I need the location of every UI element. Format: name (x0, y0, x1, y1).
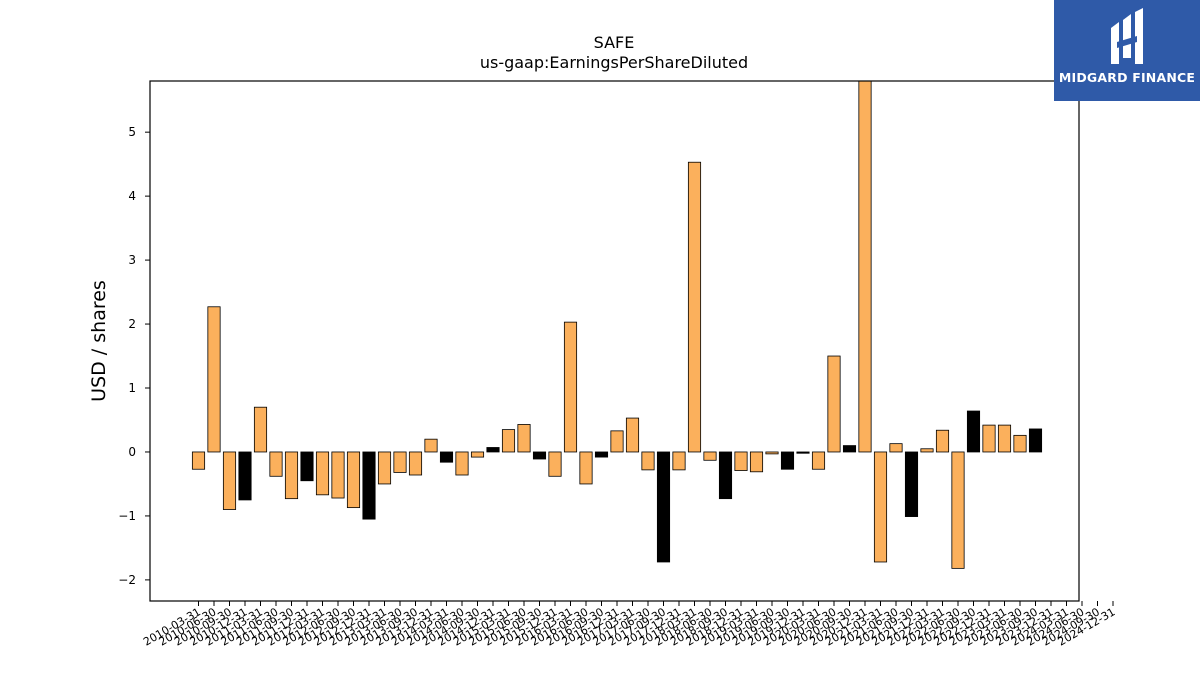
bar (532, 451, 547, 460)
y-tick-label: −1 (118, 509, 136, 523)
y-axis-label: USD / shares (88, 280, 110, 402)
bar (703, 451, 717, 461)
bar (222, 451, 237, 510)
brand-name: MIDGARD FINANCE (1058, 70, 1196, 85)
bar (300, 451, 314, 482)
bar (393, 451, 407, 473)
bar (982, 424, 996, 453)
y-tick-label: 2 (128, 317, 136, 331)
midgard-logo-icon (1111, 8, 1143, 64)
bar (315, 451, 330, 496)
bar (873, 451, 888, 563)
bar (470, 451, 485, 458)
bar (191, 451, 206, 470)
bar (796, 451, 810, 454)
bar (579, 451, 593, 485)
bar (563, 321, 578, 453)
y-tick-label: 0 (128, 445, 136, 459)
bar (594, 451, 609, 458)
bar (904, 451, 919, 517)
bars-layer (191, 80, 1043, 569)
bar (858, 80, 872, 453)
bar (749, 451, 764, 473)
bar (889, 443, 903, 453)
y-tick-label: 4 (128, 189, 136, 203)
y-tick-label: 5 (128, 125, 136, 139)
bar (548, 451, 562, 477)
bar (362, 451, 376, 520)
bar (238, 451, 252, 501)
bar (687, 161, 702, 453)
bar (269, 451, 283, 477)
bar (811, 451, 826, 470)
bar (625, 417, 640, 453)
bar (734, 451, 748, 471)
brand-logo: MIDGARD FINANCE (1054, 0, 1200, 101)
chart-subtitle: us-gaap:EarningsPerShareDiluted (480, 53, 748, 72)
bar (641, 451, 655, 471)
bar (331, 451, 345, 499)
bar (284, 451, 299, 500)
bar (1013, 434, 1027, 453)
bar (610, 430, 624, 453)
bar (253, 406, 268, 453)
y-tick-label: 1 (128, 381, 136, 395)
bar (377, 451, 392, 485)
x-axis-ticks: 2010-03-312010-06-302010-09-302010-12-31… (141, 601, 1118, 649)
bar (455, 451, 469, 476)
bar (501, 429, 516, 453)
bar (951, 451, 965, 569)
y-tick-label: 3 (128, 253, 136, 267)
bar (672, 451, 686, 471)
chart-title: SAFE (594, 33, 635, 52)
bar (780, 451, 795, 470)
bar (842, 445, 857, 453)
bar (424, 438, 438, 453)
y-axis-ticks: −2 −1 0 1 2 3 4 5 (118, 125, 150, 587)
bar (827, 355, 841, 453)
plot-frame (149, 80, 1080, 602)
bar (486, 447, 500, 453)
bar (439, 451, 454, 463)
bar (920, 448, 934, 453)
bar (207, 306, 221, 453)
y-tick-label: −2 (118, 573, 136, 587)
bar (966, 410, 981, 453)
bar (935, 429, 950, 453)
bar (408, 451, 423, 476)
bar (718, 451, 733, 500)
bar (656, 451, 671, 563)
bar (1028, 428, 1043, 453)
bar (997, 424, 1012, 453)
bar (517, 424, 531, 453)
bar (765, 451, 779, 455)
bar (346, 451, 361, 509)
